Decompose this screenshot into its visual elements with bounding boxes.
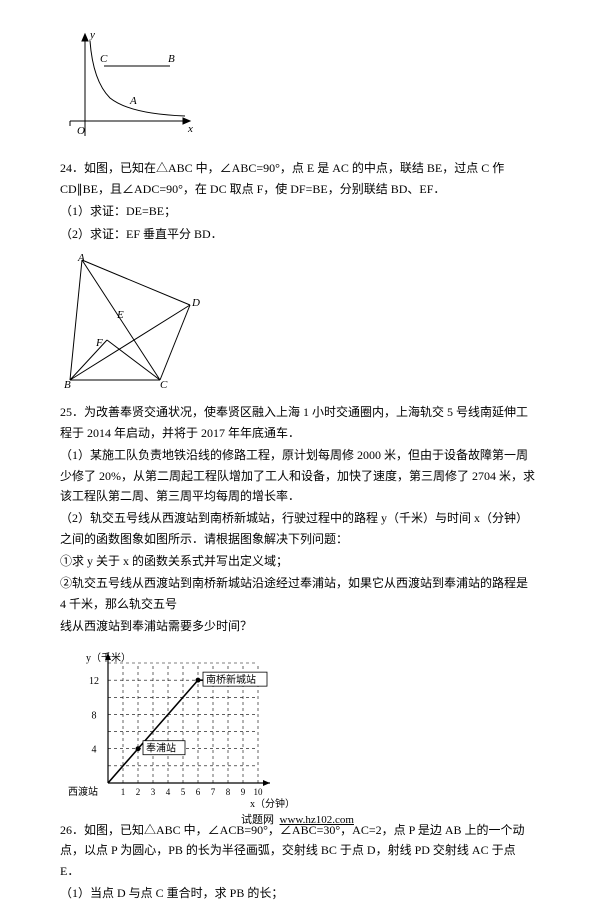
label-A: A — [129, 95, 137, 107]
footer-label: 试题网 — [241, 814, 274, 826]
label-C: C — [160, 379, 168, 390]
svg-text:3: 3 — [151, 787, 156, 797]
q24-title: 24．如图，已知在△ABC 中，∠ABC=90°，点 E 是 AC 的中点，联结… — [60, 158, 535, 199]
figure-chart-yx: 481212345678910y（千米）x（分钟）西渡站奉浦站南桥新城站 — [60, 643, 535, 814]
label-y: y — [89, 29, 95, 41]
label-E: E — [116, 309, 124, 321]
svg-text:西渡站: 西渡站 — [68, 785, 98, 798]
q25-title: 25．为改善奉贤交通状况，使奉贤区融入上海 1 小时交通圈内，上海轨交 5 号线… — [60, 402, 535, 443]
svg-text:1: 1 — [121, 787, 126, 797]
svg-text:6: 6 — [196, 787, 201, 797]
q25-p4: ②轨交五号线从西渡站到南桥新城站沿途经过奉浦站，如果它从西渡站到奉浦站的路程是 … — [60, 573, 535, 614]
svg-text:2: 2 — [136, 787, 141, 797]
label-B: B — [64, 379, 71, 390]
figure-triangle-abcd: A B C D E F — [60, 250, 535, 396]
q25-p5: 线从西渡站到奉浦站需要多少时间？ — [60, 616, 535, 636]
label-D: D — [191, 297, 200, 309]
svg-text:x（分钟）: x（分钟） — [250, 797, 295, 808]
label-x: x — [187, 123, 193, 135]
svg-text:10: 10 — [254, 787, 264, 797]
svg-text:4: 4 — [166, 787, 171, 797]
svg-text:9: 9 — [241, 787, 246, 797]
q25-p3: ①求 y 关于 x 的函数关系式并写出定义域； — [60, 551, 535, 571]
svg-text:4: 4 — [92, 744, 97, 755]
label-F: F — [95, 337, 103, 349]
label-C: C — [100, 53, 108, 65]
svg-text:y（千米）: y（千米） — [86, 651, 131, 664]
q24-p1: （1）求证：DE=BE； — [60, 201, 535, 221]
label-B: B — [168, 53, 175, 65]
q25-p1: （1）某施工队负责地铁沿线的修路工程，原计划每周修 2000 米，但由于设备故障… — [60, 445, 535, 506]
figure-curve-cb: O x y C B A — [60, 26, 535, 152]
q26-p1: （1）当点 D 与点 C 重合时，求 PB 的长； — [60, 883, 535, 903]
svg-text:8: 8 — [92, 710, 97, 721]
svg-text:12: 12 — [89, 676, 99, 687]
svg-text:8: 8 — [226, 787, 231, 797]
label-A: A — [77, 252, 85, 264]
svg-text:奉浦站: 奉浦站 — [146, 741, 176, 754]
page-footer: 试题网 www.hz102.com — [0, 811, 595, 830]
svg-text:5: 5 — [181, 787, 186, 797]
footer-url: www.hz102.com — [280, 814, 354, 826]
label-O: O — [77, 125, 85, 137]
svg-text:7: 7 — [211, 787, 216, 797]
q25-p2: （2）轨交五号线从西渡站到南桥新城站，行驶过程中的路程 y（千米）与时间 x（分… — [60, 508, 535, 549]
svg-text:南桥新城站: 南桥新城站 — [206, 673, 256, 686]
q24-p2: （2）求证：EF 垂直平分 BD． — [60, 224, 535, 244]
